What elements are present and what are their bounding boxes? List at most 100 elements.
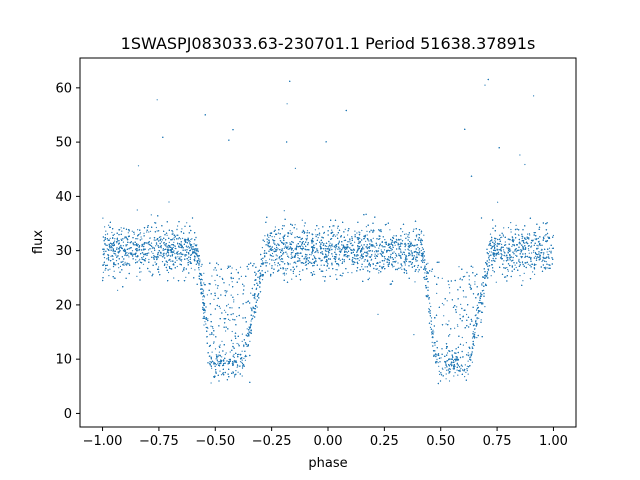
data-point xyxy=(207,318,209,320)
data-point xyxy=(286,103,288,105)
data-point xyxy=(456,369,458,371)
data-point xyxy=(337,227,339,229)
data-point xyxy=(302,246,304,248)
data-point xyxy=(241,359,243,361)
data-point xyxy=(369,265,371,267)
data-point xyxy=(123,263,125,265)
data-point xyxy=(432,329,434,331)
data-point xyxy=(461,336,463,339)
data-point xyxy=(180,238,182,240)
data-point xyxy=(282,225,284,227)
data-point xyxy=(417,266,419,268)
data-point xyxy=(338,265,340,267)
data-point xyxy=(427,286,429,288)
data-point xyxy=(132,242,134,244)
data-point xyxy=(241,340,243,342)
data-point xyxy=(489,233,492,235)
data-point xyxy=(215,284,217,286)
data-point xyxy=(177,250,179,252)
data-point xyxy=(497,201,499,203)
data-point xyxy=(366,234,368,236)
data-point xyxy=(481,311,484,313)
data-point xyxy=(256,306,258,308)
data-point xyxy=(392,246,394,248)
data-point xyxy=(441,277,443,279)
data-point xyxy=(364,266,366,268)
data-point xyxy=(127,232,129,234)
data-point xyxy=(184,255,186,257)
data-point xyxy=(139,271,141,273)
data-point xyxy=(209,361,211,363)
data-point xyxy=(194,258,196,260)
data-point xyxy=(481,284,483,286)
data-point xyxy=(466,313,468,316)
data-point xyxy=(253,312,255,314)
data-point xyxy=(304,264,306,266)
data-point xyxy=(182,237,184,239)
data-point xyxy=(203,272,205,274)
data-point xyxy=(437,362,439,364)
data-point xyxy=(402,231,404,233)
data-point xyxy=(430,305,432,308)
data-point xyxy=(481,283,483,285)
data-point xyxy=(148,258,150,261)
data-point xyxy=(494,246,496,248)
data-point xyxy=(168,201,170,203)
data-point xyxy=(511,245,513,247)
data-point xyxy=(519,249,522,251)
data-point xyxy=(310,254,312,256)
data-point xyxy=(533,250,535,252)
data-point xyxy=(537,247,539,249)
data-point xyxy=(138,260,140,262)
data-point xyxy=(518,258,520,260)
data-point xyxy=(465,371,467,373)
data-point xyxy=(233,376,236,378)
data-point xyxy=(503,249,505,251)
data-point xyxy=(424,278,426,280)
data-point xyxy=(277,243,279,245)
data-point xyxy=(299,252,301,254)
data-point xyxy=(189,256,192,259)
data-point xyxy=(466,365,468,367)
data-point xyxy=(235,370,237,372)
data-point xyxy=(315,260,317,262)
data-point xyxy=(273,236,276,238)
data-point xyxy=(287,264,289,266)
data-point xyxy=(188,242,191,244)
data-point xyxy=(519,275,521,277)
data-point xyxy=(452,368,454,370)
data-point xyxy=(103,257,106,259)
data-point xyxy=(396,255,398,257)
data-point xyxy=(338,241,340,243)
data-point xyxy=(427,262,429,264)
data-point xyxy=(537,254,539,256)
data-point xyxy=(193,243,195,245)
data-point xyxy=(275,244,277,246)
data-point xyxy=(459,369,461,371)
data-point xyxy=(454,372,456,374)
data-point xyxy=(267,243,269,245)
data-point xyxy=(506,258,508,260)
data-point xyxy=(529,234,531,236)
data-point xyxy=(536,244,538,246)
data-point xyxy=(514,250,516,252)
data-point xyxy=(351,236,353,238)
data-point xyxy=(366,230,368,232)
data-point xyxy=(379,252,381,255)
data-point xyxy=(202,291,204,293)
data-point xyxy=(203,312,205,314)
data-point xyxy=(507,269,509,271)
data-point xyxy=(347,245,349,247)
data-point xyxy=(306,257,308,259)
data-point xyxy=(182,270,184,272)
data-point xyxy=(167,271,170,274)
data-point xyxy=(267,270,269,272)
data-point xyxy=(306,237,308,239)
data-point xyxy=(420,249,422,252)
data-point xyxy=(541,249,543,251)
data-point xyxy=(531,252,533,254)
data-point xyxy=(131,230,133,232)
data-point xyxy=(320,264,322,266)
data-point xyxy=(439,373,441,375)
